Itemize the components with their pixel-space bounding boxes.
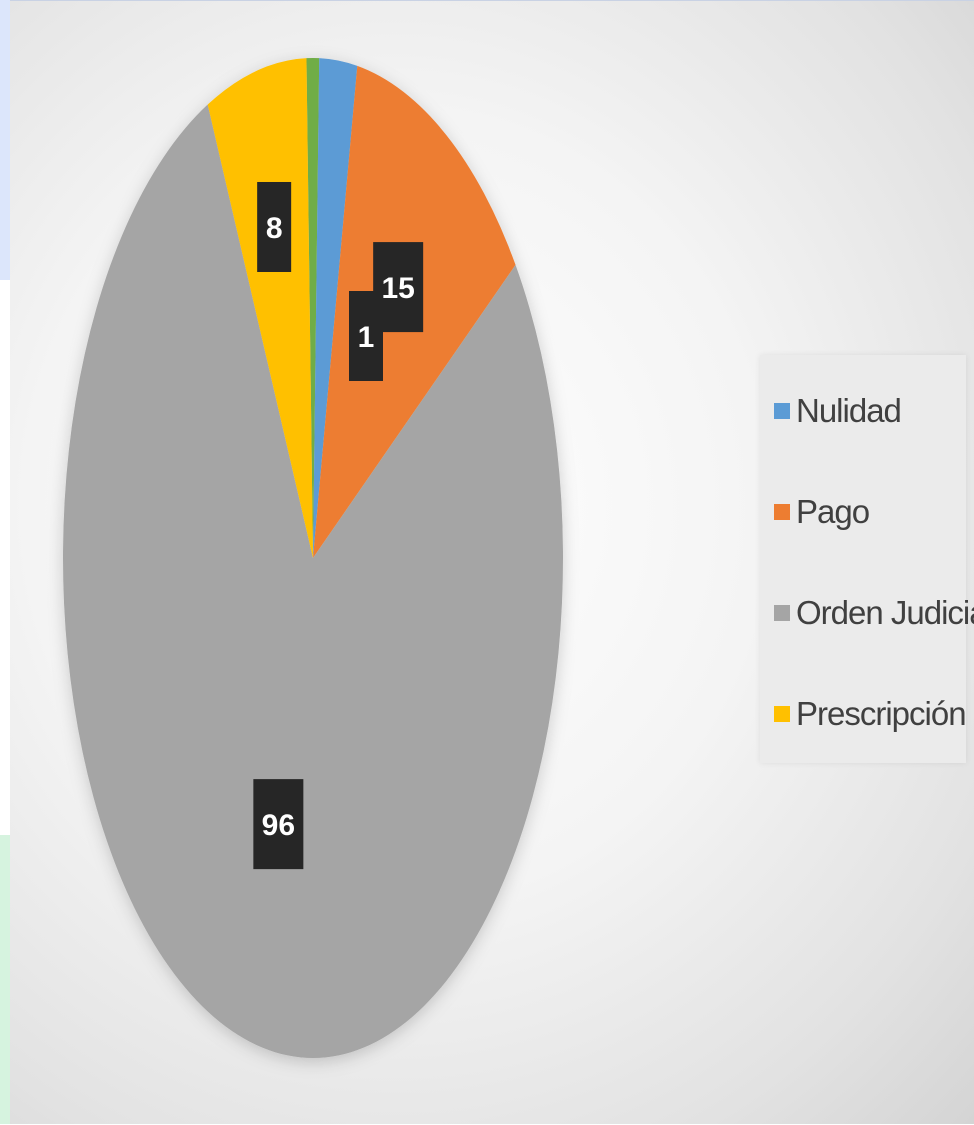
- data-label-prescripci-n-box: [257, 181, 292, 272]
- legend-label: Prescripción: [796, 695, 967, 732]
- slice-orden-judicial: [63, 104, 564, 1058]
- legend-label: Nulidad: [796, 392, 902, 429]
- data-label-pago-text: 15: [381, 272, 414, 305]
- pie-chart: 15 96 8 1: [63, 58, 564, 1058]
- chart-area: 15 96 8 1 Nulidad Pago Orden Judicial Prescrip…: [10, 0, 974, 1124]
- legend-swatch: [774, 605, 790, 621]
- legend-swatch: [774, 706, 790, 722]
- legend-item-pago: Pago: [760, 486, 966, 538]
- legend-item-orden-judicial: Orden Judicial: [760, 587, 974, 639]
- data-label-orden-judicial-box: [253, 779, 304, 870]
- pie-slices: [63, 58, 564, 1058]
- data-label-prescripci-n-text: 8: [266, 212, 283, 245]
- legend: Nulidad Pago Orden Judicial Prescripción: [760, 355, 974, 763]
- data-label-orden-judicial-text: 96: [262, 809, 295, 842]
- slice-small-slice: [306, 58, 320, 558]
- background-tint-top: [0, 0, 10, 280]
- legend-item-nulidad: Nulidad: [760, 385, 966, 437]
- legend-label: Pago: [796, 493, 870, 530]
- data-label-extra-0: 1: [349, 291, 383, 381]
- data-label-pago: 15: [373, 242, 424, 333]
- data-label-orden-judicial: 96: [253, 779, 304, 870]
- legend-swatch: [774, 504, 790, 520]
- legend-item-prescripci-n: Prescripción: [760, 688, 967, 740]
- data-label-prescripci-n: 8: [257, 181, 292, 272]
- data-label-extra-0-text: 1: [358, 321, 375, 354]
- pie-data-labels: 15 96 8 1: [253, 181, 424, 870]
- background-tint-bottom: [0, 835, 10, 1124]
- legend-swatch: [774, 403, 790, 419]
- data-label-extra-0-box: [349, 291, 383, 381]
- slice-nulidad: [313, 58, 358, 558]
- legend-label: Orden Judicial: [796, 594, 974, 631]
